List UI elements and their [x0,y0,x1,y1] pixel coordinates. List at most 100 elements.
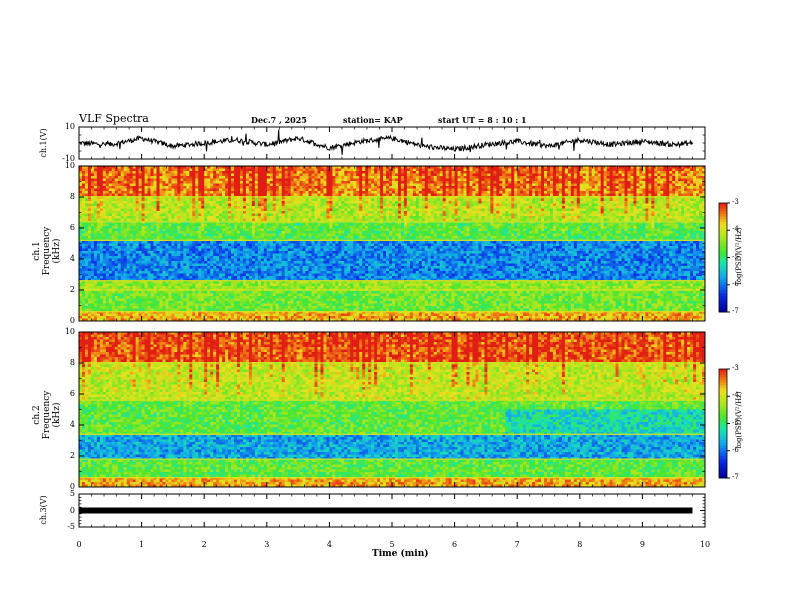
s1-spectrogram-cell [556,181,559,184]
s1-spectrogram-cell [660,176,663,179]
s1-spectrogram-cell [660,179,663,182]
s1-spectrogram-cell [419,181,422,184]
s1-spectrogram-cell [312,171,315,174]
s1-spectrogram-cell [183,169,186,172]
s1-spectrogram-cell [306,179,309,182]
s1-spectrogram-cell [127,186,130,189]
s1-spectrogram-cell [547,174,550,177]
s1-spectrogram-cell [678,176,681,179]
s1-spectrogram-cell [79,171,82,174]
s1-spectrogram-cell [273,179,276,182]
s1-spectrogram-cell [630,169,633,172]
s1-spectrogram-cell [139,174,142,177]
s1-spectrogram-cell [213,171,216,174]
s1-spectrogram-cell [636,179,639,182]
s1-spectrogram-cell [389,181,392,184]
s1-spectrogram-cell [165,184,168,187]
s1-spectrogram-cell [329,179,332,182]
s1-spectrogram-cell [449,184,452,187]
s1-spectrogram-cell [475,169,478,172]
s1-spectrogram-cell [267,169,270,172]
s1-spectrogram-cell [478,184,481,187]
s1-spectrogram-cell [148,181,151,184]
s1-spectrogram-cell [684,174,687,177]
s1-spectrogram-cell [291,184,294,187]
s1-spectrogram-cell [252,176,255,179]
s1-spectrogram-cell [595,184,598,187]
s1-spectrogram-cell [279,174,282,177]
s1-spectrogram-cell [669,181,672,184]
s1-spectrogram-cell [392,179,395,182]
s1-spectrogram-cell [395,181,398,184]
s1-spectrogram-cell [633,174,636,177]
s1-spectrogram-cell [461,171,464,174]
s1-spectrogram-cell [580,174,583,177]
s1-spectrogram-cell [493,179,496,182]
s1-spectrogram-cell [404,174,407,177]
s1-spectrogram-cell [416,174,419,177]
s1-spectrogram-cell [607,169,610,172]
s1-spectrogram-cell [520,184,523,187]
s1-spectrogram-cell [657,169,660,172]
s1-spectrogram-cell [151,171,154,174]
s1-spectrogram-cell [455,171,458,174]
s1-spectrogram-cell [648,181,651,184]
s1-spectrogram-cell [189,179,192,182]
s1-spectrogram-cell [610,181,613,184]
s1-spectrogram-cell [162,174,165,177]
s1-spectrogram-cell [520,176,523,179]
s1-spectrogram-cell [529,181,532,184]
s1-spectrogram-cell [85,179,88,182]
s1-spectrogram-cell [88,174,91,177]
s1-spectrogram-cell [198,179,201,182]
s1-spectrogram-cell [383,181,386,184]
s1-spectrogram-cell [470,184,473,187]
s1-spectrogram-cell [562,169,565,172]
s1-spectrogram-cell [654,181,657,184]
s1-spectrogram-cell [139,184,142,187]
s1-spectrogram-cell [306,169,309,172]
s1-spectrogram-cell [374,174,377,177]
s1-spectrogram-cell [586,179,589,182]
s1-spectrogram-cell [267,184,270,187]
s1-spectrogram-cell [231,169,234,172]
s1-spectrogram-cell [326,176,329,179]
s1-spectrogram-cell [243,176,246,179]
s1-spectrogram-cell [499,169,502,172]
s1-spectrogram-cell [267,186,270,189]
s1-spectrogram-cell [687,176,690,179]
s1-spectrogram-cell [508,171,511,174]
s1-spectrogram-cell [681,174,684,177]
s1-spectrogram-cell [490,179,493,182]
s1-spectrogram-cell [154,181,157,184]
s1-spectrogram-cell [484,169,487,172]
s1-spectrogram-cell [693,171,696,174]
s1-spectrogram-cell [85,171,88,174]
s1-spectrogram-cell [508,181,511,184]
s1-spectrogram-cell [619,169,622,172]
s1-spectrogram-cell [85,176,88,179]
s1-spectrogram-cell [157,181,160,184]
s1-spectrogram-cell [326,179,329,182]
s1-spectrogram-cell [556,179,559,182]
s1-spectrogram-cell [484,174,487,177]
s1-spectrogram-cell [693,176,696,179]
s1-spectrogram-cell [88,169,91,172]
s1-spectrogram-cell [559,181,562,184]
s1-spectrogram-cell [380,184,383,187]
s1-spectrogram-cell [568,179,571,182]
s1-spectrogram-cell [440,179,443,182]
s1-spectrogram-cell [222,179,225,182]
s1-spectrogram-cell [264,176,267,179]
s1-spectrogram-cell [329,181,332,184]
s1-spectrogram-cell [124,174,127,177]
s1-spectrogram-cell [359,174,362,177]
s1-spectrogram-cell [332,174,335,177]
s1-spectrogram-cell [216,181,219,184]
s1-spectrogram-cell [94,174,97,177]
s1-spectrogram-cell [282,181,285,184]
s1-spectrogram-cell [461,174,464,177]
s1-spectrogram-cell [633,179,636,182]
s1-spectrogram-cell [386,171,389,174]
s1-spectrogram-cell [625,174,628,177]
